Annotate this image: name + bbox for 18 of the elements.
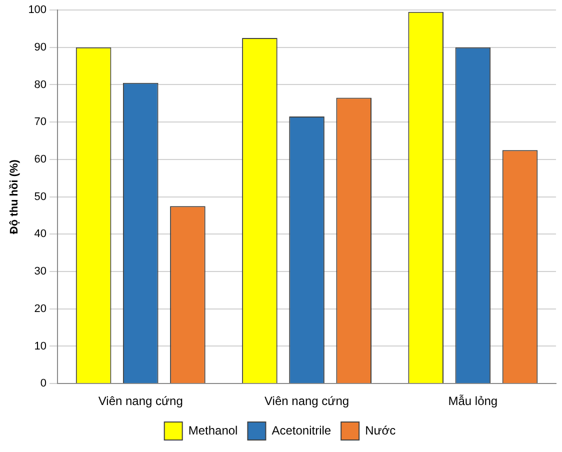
y-tick-label: 60: [34, 153, 47, 166]
legend-label: Acetonitrile: [272, 423, 332, 438]
legend-label: Methanol: [188, 423, 238, 438]
legend-label: Nước: [365, 423, 396, 438]
y-tick-label: 80: [34, 78, 47, 91]
x-tick-label: Viên nang cứng: [264, 394, 350, 408]
x-tick-label: Viên nang cứng: [98, 394, 183, 408]
y-axis-title: Độ thu hồi (%): [8, 159, 21, 234]
y-tick-label: 70: [34, 116, 47, 128]
y-tick-label: 40: [34, 228, 47, 240]
y-tick-label: 30: [34, 266, 47, 278]
y-tick-label: 90: [34, 41, 47, 54]
x-tick-label: Mẫu lỏng: [448, 394, 498, 408]
y-tick-label: 20: [34, 302, 47, 315]
y-tick-label: 50: [34, 190, 47, 203]
y-tick-label: 100: [28, 4, 47, 16]
y-tick-label: 10: [34, 340, 47, 352]
y-tick-label: 0: [40, 378, 47, 390]
